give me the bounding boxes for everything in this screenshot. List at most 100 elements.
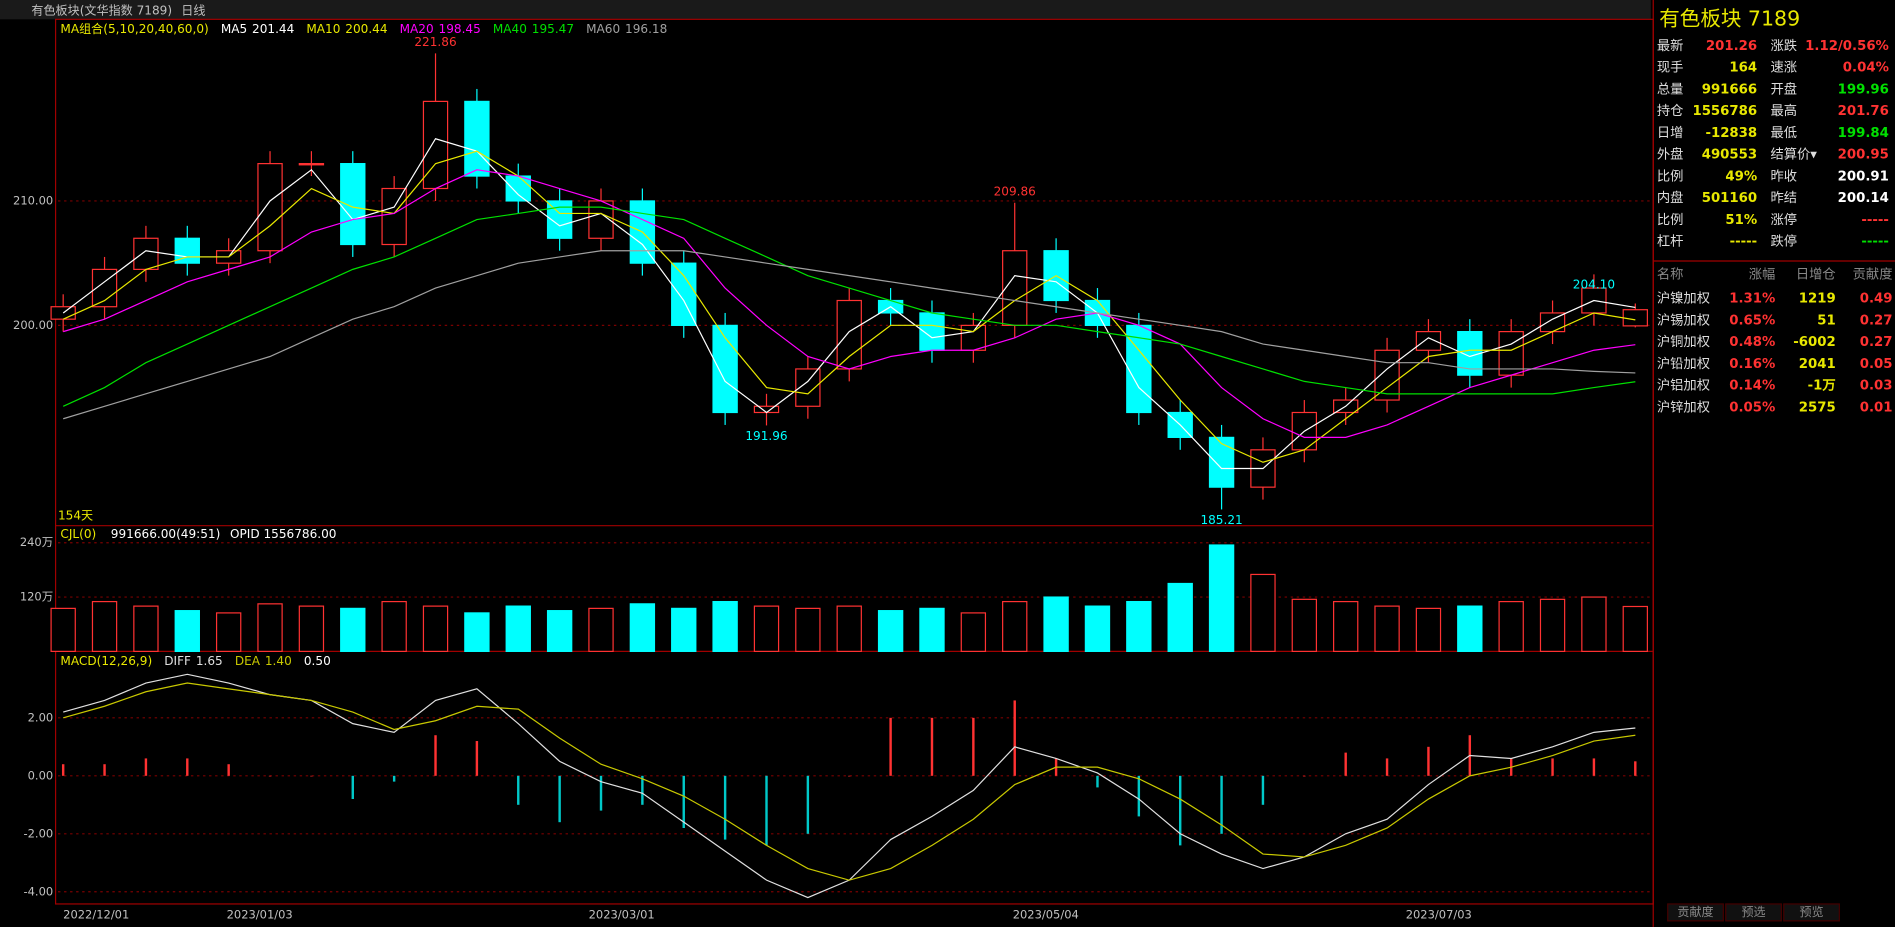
quote-title: 有色板块 7189 [1659, 6, 1800, 30]
tab [1725, 903, 1782, 922]
legend-value: 1.65 [196, 654, 223, 668]
tab-label[interactable]: 预选 [1741, 905, 1765, 919]
macd-bar [61, 764, 65, 776]
ranking-cell: 沪锡加权 [1657, 311, 1710, 328]
legend-name: MA40 [493, 22, 527, 36]
candle-body [712, 324, 738, 414]
legend-value: OPID 1556786.00 [230, 527, 336, 541]
quote-label: 总量 [1657, 81, 1684, 97]
ranking-cell: 0.27 [1860, 313, 1893, 328]
candle-body [753, 405, 780, 414]
volume-bar [215, 612, 242, 652]
quote-value: 51% [1725, 213, 1757, 228]
ranking-cell: 沪铜加权 [1657, 333, 1710, 350]
volume-bar [1002, 600, 1028, 652]
ranking-cell: 0.01 [1860, 400, 1893, 415]
macd-bar [186, 758, 189, 776]
x-tick-label: 2023/01/03 [227, 907, 293, 921]
volume-bar [795, 607, 821, 652]
ranking-header: 日增仓 [1796, 266, 1836, 282]
quote-value: 49% [1725, 169, 1757, 184]
macd-bar [1137, 775, 1141, 817]
quote-value: ----- [1861, 213, 1889, 228]
ranking-cell: 0.27 [1860, 335, 1893, 350]
ranking-cell: 51 [1817, 313, 1835, 328]
ranking-cell: 沪铝加权 [1657, 377, 1710, 394]
legend-title: MACD(12,26,9) [60, 654, 152, 668]
macd-bar [392, 775, 396, 782]
volume-bar [671, 607, 697, 652]
ranking-cell: 2041 [1799, 357, 1836, 372]
ranking-cell: 1219 [1799, 291, 1836, 306]
quote-value: 0.04% [1843, 61, 1889, 76]
legend-name: MA5 [221, 22, 247, 36]
ranking-cell: 0.05 [1860, 357, 1893, 372]
quote-label: 杠杆 [1657, 234, 1684, 250]
macd-legend: MACD(12,26,9) DIFF 1.65 DEA 1.40 0.50 [60, 654, 330, 668]
quote-label: 昨收 [1770, 168, 1797, 184]
volume-bar [877, 610, 904, 652]
macd-bar [848, 775, 851, 777]
volume-bar [50, 607, 76, 652]
macd-bar [1385, 758, 1389, 776]
y-tick-label: -4.00 [23, 884, 53, 898]
macd-bar [1261, 775, 1265, 805]
tab-label[interactable]: 贡献度 [1677, 904, 1713, 919]
y-tick-label: 120万 [20, 590, 53, 604]
macd-bar [1592, 758, 1596, 776]
quote-label: 比例 [1657, 212, 1684, 228]
x-tick-label: 2023/07/03 [1406, 907, 1472, 921]
ranking-cell: 1.31% [1729, 291, 1775, 306]
quote-label: 结算价▾ [1770, 147, 1817, 163]
volume-bar [1457, 605, 1483, 652]
volume-bar [1126, 600, 1152, 652]
candle-body [298, 163, 325, 166]
bar-count: 154天 [58, 509, 93, 523]
ranking-cell: 0.05% [1729, 400, 1775, 415]
legend-value: 198.45 [439, 22, 481, 36]
quote-label: 最高 [1770, 102, 1797, 119]
quote-value: 200.14 [1838, 191, 1889, 206]
ranking-cell: 沪铅加权 [1657, 355, 1710, 372]
legend-title: MA组合(5,10,20,40,60,0) [60, 21, 208, 36]
volume-bar [712, 600, 738, 652]
x-tick-label: 2022/12/01 [63, 907, 129, 921]
legend-value: 201.44 [252, 22, 294, 36]
volume-bar [1167, 582, 1193, 652]
y-tick-label: 2.00 [28, 710, 54, 724]
quote-label: 最新 [1657, 38, 1684, 54]
macd-bar [1344, 752, 1347, 776]
volume-bar [1250, 573, 1276, 652]
extreme-label: 221.86 [414, 35, 456, 49]
line [62, 206, 1636, 407]
legend-value: 196.18 [625, 22, 667, 36]
ranking-cell: 沪锌加权 [1657, 398, 1710, 415]
volume-bar [505, 605, 531, 652]
tab [1667, 903, 1724, 922]
macd-bar [475, 741, 479, 776]
candle-body [133, 237, 159, 270]
quote-value: 201.76 [1838, 104, 1889, 119]
quote-value: 1556786 [1692, 104, 1757, 119]
period-selector[interactable]: 日线 [181, 3, 205, 17]
volume-bar [298, 605, 325, 652]
x-tick-label: 2023/05/04 [1013, 907, 1079, 921]
macd-bar [641, 775, 644, 805]
ranking-cell: 0.48% [1729, 335, 1775, 350]
quote-value: 501160 [1702, 191, 1757, 206]
candle-body [422, 100, 449, 190]
tab-label[interactable]: 预览 [1799, 904, 1823, 919]
quote-label: 开盘 [1770, 80, 1797, 97]
ranking-cell: 0.16% [1729, 357, 1775, 372]
volume-bar [1084, 605, 1111, 652]
volume-bar [546, 610, 573, 652]
volume-bar [174, 610, 200, 652]
ranking-header: 涨幅 [1749, 266, 1776, 282]
macd-bar [682, 775, 685, 828]
volume-bar [1539, 598, 1566, 652]
line [62, 138, 1636, 470]
quote-label: 跌停 [1770, 233, 1797, 250]
